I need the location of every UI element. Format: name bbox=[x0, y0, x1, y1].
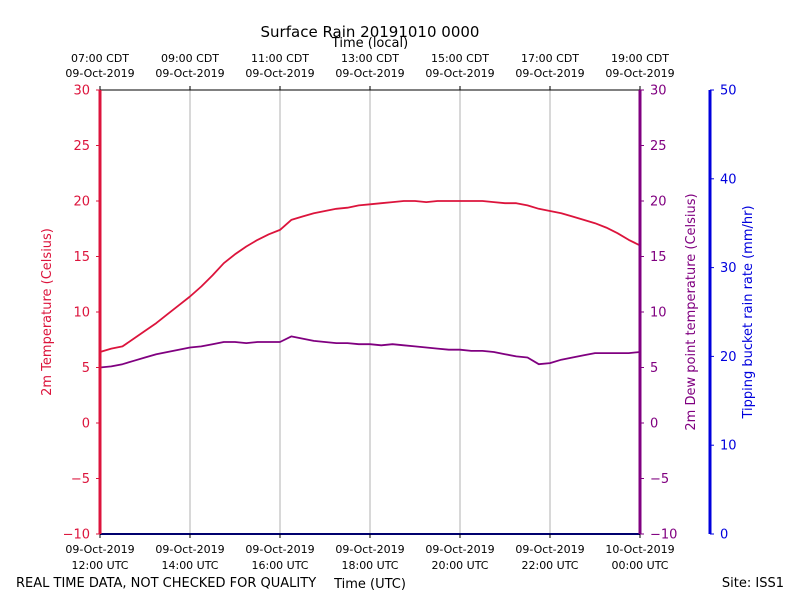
quality-disclaimer: REAL TIME DATA, NOT CHECKED FOR QUALITY bbox=[16, 576, 316, 591]
x-top-tick-label: 11:00 CDT bbox=[251, 52, 309, 65]
x-tick-label: 14:00 UTC bbox=[161, 559, 218, 572]
x-tick-label: 09-Oct-2019 bbox=[155, 543, 224, 556]
x-tick-label: 22:00 UTC bbox=[521, 559, 578, 572]
site-label: Site: ISS1 bbox=[722, 576, 784, 591]
y-right-tick-label: 5 bbox=[650, 361, 658, 376]
x-top-tick-label: 09-Oct-2019 bbox=[65, 67, 134, 80]
x-top-tick-label: 09:00 CDT bbox=[161, 52, 219, 65]
y-right-tick-label: 20 bbox=[650, 195, 667, 210]
x-top-tick-label: 09-Oct-2019 bbox=[155, 67, 224, 80]
x-tick-label: 16:00 UTC bbox=[251, 559, 308, 572]
grid-lines bbox=[189, 90, 551, 534]
x-top-tick-label: 15:00 CDT bbox=[431, 52, 489, 65]
y-rain-tick-label: 20 bbox=[720, 350, 737, 365]
axis-ticks: 09-Oct-2019 12:00 UTC 07:00 CDT 09-Oct-2019… bbox=[63, 52, 737, 572]
y-left-tick-label: −5 bbox=[71, 472, 90, 487]
series-2m-temperature bbox=[99, 200, 641, 353]
top-axis-label: Time (local) bbox=[331, 36, 408, 51]
x-top-tick-label: 09-Oct-2019 bbox=[605, 67, 674, 80]
y-rain-tick-label: 0 bbox=[720, 528, 728, 543]
x-tick-label: 09-Oct-2019 bbox=[65, 543, 134, 556]
y-left-tick-label: −10 bbox=[63, 528, 90, 543]
x-tick-label: 18:00 UTC bbox=[341, 559, 398, 572]
right-axis-label: 2m Dew point temperature (Celsius) bbox=[684, 193, 699, 430]
y-right-tick-label: −5 bbox=[650, 472, 669, 487]
x-tick-label: 09-Oct-2019 bbox=[335, 543, 404, 556]
y-rain-tick-label: 40 bbox=[720, 172, 737, 187]
x-top-tick-label: 13:00 CDT bbox=[341, 52, 399, 65]
y-right-tick-label: −10 bbox=[650, 528, 677, 543]
y-left-tick-label: 0 bbox=[82, 417, 90, 432]
x-top-tick-label: 07:00 CDT bbox=[71, 52, 129, 65]
y-rain-tick-label: 30 bbox=[720, 261, 737, 276]
x-top-tick-label: 09-Oct-2019 bbox=[335, 67, 404, 80]
y-left-tick-label: 20 bbox=[73, 195, 90, 210]
y-left-tick-label: 25 bbox=[73, 139, 90, 154]
y-right-tick-label: 30 bbox=[650, 84, 667, 99]
x-tick-label: 09-Oct-2019 bbox=[245, 543, 314, 556]
x-top-tick-label: 17:00 CDT bbox=[521, 52, 579, 65]
y-left-tick-label: 30 bbox=[73, 84, 90, 99]
rain-axis-label: Tipping bucket rain rate (mm/hr) bbox=[741, 205, 756, 419]
x-tick-label: 20:00 UTC bbox=[431, 559, 488, 572]
y-left-tick-label: 15 bbox=[73, 250, 90, 265]
series-2m-dew-point-temperature bbox=[99, 335, 641, 369]
bottom-axis-label: Time (UTC) bbox=[333, 577, 406, 592]
y-rain-tick-label: 10 bbox=[720, 439, 737, 454]
x-tick-label: 12:00 UTC bbox=[71, 559, 128, 572]
y-right-tick-label: 0 bbox=[650, 417, 658, 432]
y-right-tick-label: 25 bbox=[650, 139, 667, 154]
y-right-tick-label: 10 bbox=[650, 306, 667, 321]
chart-title: Surface Rain 20191010 0000 bbox=[261, 23, 480, 41]
y-right-tick-label: 15 bbox=[650, 250, 667, 265]
x-tick-label: 10-Oct-2019 bbox=[605, 543, 674, 556]
y-rain-tick-label: 50 bbox=[720, 84, 737, 99]
y-left-tick-label: 5 bbox=[82, 361, 90, 376]
y-left-tick-label: 10 bbox=[73, 306, 90, 321]
x-top-tick-label: 09-Oct-2019 bbox=[515, 67, 584, 80]
left-axis-label: 2m Temperature (Celsius) bbox=[40, 228, 55, 396]
x-top-tick-label: 09-Oct-2019 bbox=[245, 67, 314, 80]
x-tick-label: 09-Oct-2019 bbox=[425, 543, 494, 556]
x-top-tick-label: 19:00 CDT bbox=[611, 52, 669, 65]
x-tick-label: 09-Oct-2019 bbox=[515, 543, 584, 556]
x-tick-label: 00:00 UTC bbox=[611, 559, 668, 572]
x-top-tick-label: 09-Oct-2019 bbox=[425, 67, 494, 80]
